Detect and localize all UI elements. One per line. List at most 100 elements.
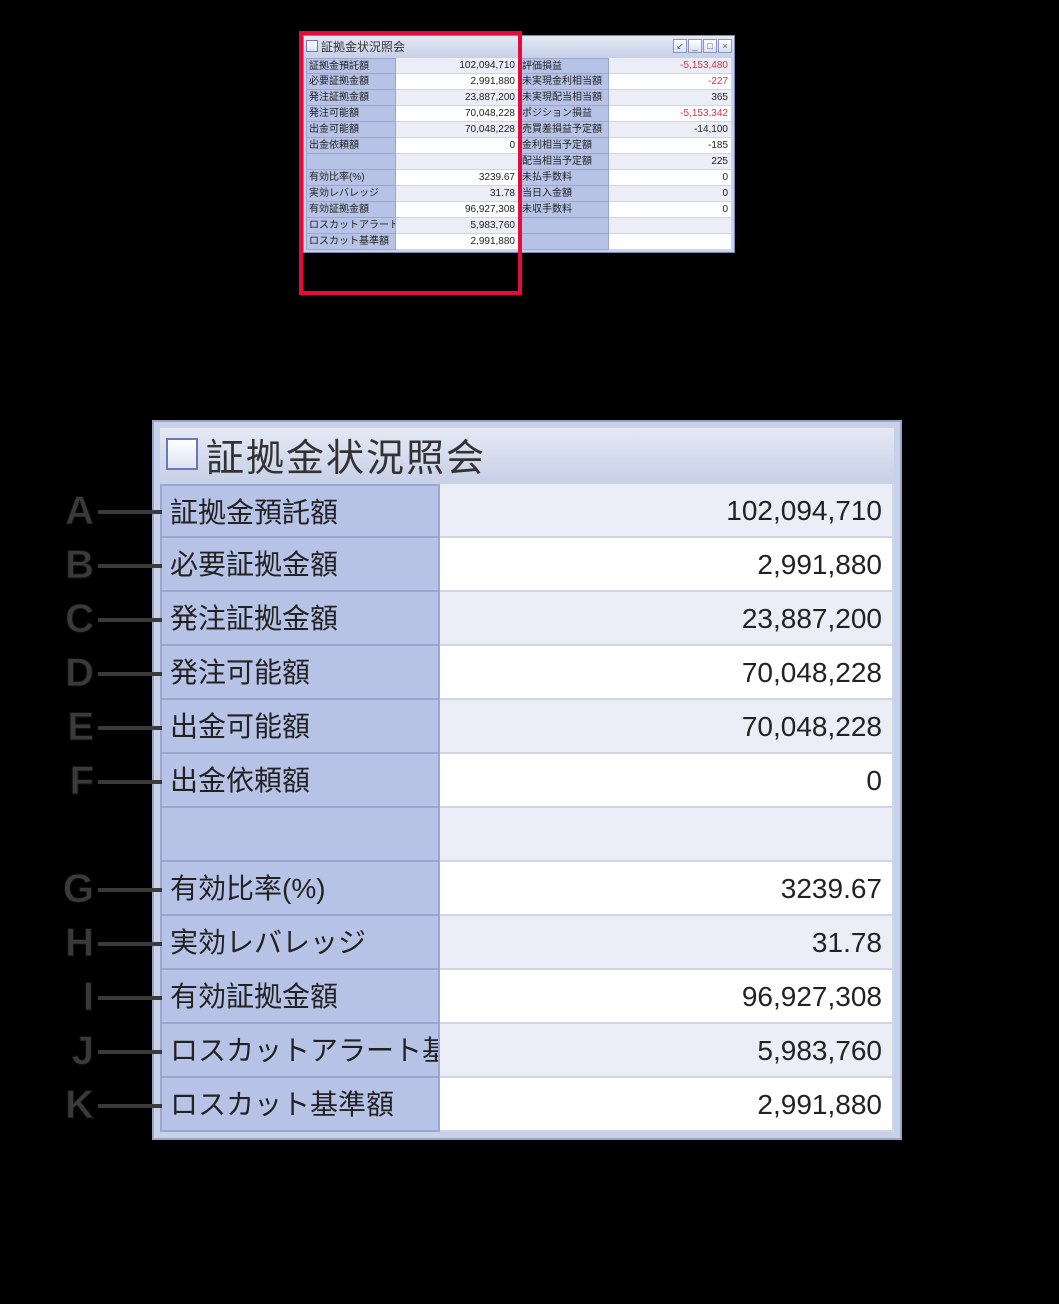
table-row: ロスカット基準額2,991,880	[306, 234, 519, 250]
minimize-button[interactable]: _	[688, 39, 702, 53]
table-row: 有効証拠金額96,927,308	[160, 970, 894, 1024]
table-row: 発注可能額70,048,228	[160, 646, 894, 700]
row-label: 出金依頼額	[160, 754, 440, 808]
table-row: 出金依頼額0	[306, 138, 519, 154]
row-value: 2,991,880	[440, 538, 894, 592]
table-row: 未収手数料0	[519, 202, 732, 218]
row-value: 2,991,880	[440, 1078, 894, 1132]
row-label: ロスカットアラート基準額	[306, 218, 396, 234]
row-value	[609, 234, 732, 250]
row-value: 0	[396, 138, 519, 154]
margin-status-window-large: 証拠金状況照会 証拠金預託額102,094,710必要証拠金額2,991,880…	[152, 420, 902, 1140]
callout-E: E	[60, 705, 162, 750]
callout-K: K	[60, 1083, 162, 1128]
row-value: -5,153,480	[609, 58, 732, 74]
table-row: ロスカットアラート基準額5,983,760	[160, 1024, 894, 1078]
table-row: 有効比率(%)3239.67	[160, 862, 894, 916]
row-value	[440, 808, 894, 862]
left-column: 証拠金預託額102,094,710必要証拠金額2,991,880発注証拠金額23…	[306, 58, 519, 250]
callout-letter: H	[60, 921, 94, 966]
row-value: -227	[609, 74, 732, 90]
table-row: ポジション損益-5,153,342	[519, 106, 732, 122]
maximize-button[interactable]: □	[703, 39, 717, 53]
row-label: ロスカット基準額	[160, 1078, 440, 1132]
callout-letter: K	[60, 1083, 94, 1128]
table-row: 出金可能額70,048,228	[160, 700, 894, 754]
row-value	[396, 154, 519, 170]
table-row: 評価損益-5,153,480	[519, 58, 732, 74]
callout-letter: A	[60, 489, 94, 534]
window-controls: ↙ _ □ ×	[673, 39, 732, 53]
callout-B: B	[60, 543, 162, 588]
row-label	[306, 154, 396, 170]
table-row	[519, 234, 732, 250]
row-label: 発注可能額	[160, 646, 440, 700]
callout-letter: F	[60, 759, 94, 804]
row-value: 23,887,200	[396, 90, 519, 106]
row-value: 3239.67	[440, 862, 894, 916]
table-row: 発注可能額70,048,228	[306, 106, 519, 122]
row-value: -5,153,342	[609, 106, 732, 122]
table-row: 発注証拠金額23,887,200	[160, 592, 894, 646]
titlebar: 証拠金状況照会 ↙ _ □ ×	[304, 36, 734, 56]
callout-G: G	[60, 867, 162, 912]
row-value: -14,100	[609, 122, 732, 138]
table-row: ロスカットアラート基準額5,983,760	[306, 218, 519, 234]
table-row: 有効証拠金額96,927,308	[306, 202, 519, 218]
table-row: 未実現配当相当額365	[519, 90, 732, 106]
table-row: 実効レバレッジ31.78	[160, 916, 894, 970]
row-label: 有効証拠金額	[306, 202, 396, 218]
table-row: 証拠金預託額102,094,710	[160, 484, 894, 538]
row-value: 5,983,760	[396, 218, 519, 234]
table-row: 出金依頼額0	[160, 754, 894, 808]
row-label: 未実現金利相当額	[519, 74, 609, 90]
row-value: 225	[609, 154, 732, 170]
close-button[interactable]: ×	[718, 39, 732, 53]
row-value: 102,094,710	[396, 58, 519, 74]
row-label: 未実現配当相当額	[519, 90, 609, 106]
row-value: 5,983,760	[440, 1024, 894, 1078]
table-row: 未実現金利相当額-227	[519, 74, 732, 90]
row-value: 2,991,880	[396, 234, 519, 250]
row-value: 0	[609, 186, 732, 202]
row-label: 証拠金預託額	[306, 58, 396, 74]
row-value: 96,927,308	[440, 970, 894, 1024]
table-row: 当日入金額0	[519, 186, 732, 202]
table-row: 証拠金預託額102,094,710	[306, 58, 519, 74]
row-value: 0	[609, 170, 732, 186]
table-row: 必要証拠金額2,991,880	[160, 538, 894, 592]
table-row: 有効比率(%)3239.67	[306, 170, 519, 186]
row-value: 31.78	[396, 186, 519, 202]
row-label: 発注証拠金額	[306, 90, 396, 106]
row-label: 実効レバレッジ	[306, 186, 396, 202]
row-value: 70,048,228	[440, 646, 894, 700]
row-value: 3239.67	[396, 170, 519, 186]
callout-F: F	[60, 759, 162, 804]
row-value: 23,887,200	[440, 592, 894, 646]
table-row: 金利相当予定額-185	[519, 138, 732, 154]
row-value: 31.78	[440, 916, 894, 970]
row-value: 102,094,710	[440, 484, 894, 538]
row-value: 96,927,308	[396, 202, 519, 218]
row-label: 必要証拠金額	[160, 538, 440, 592]
row-value: 2,991,880	[396, 74, 519, 90]
row-label: 未払手数料	[519, 170, 609, 186]
row-label: 発注可能額	[306, 106, 396, 122]
row-label: 有効比率(%)	[160, 862, 440, 916]
row-value: -185	[609, 138, 732, 154]
window-title: 証拠金状況照会	[206, 427, 486, 482]
table-row: 未払手数料0	[519, 170, 732, 186]
callout-letter: B	[60, 543, 94, 588]
row-label: 有効証拠金額	[160, 970, 440, 1024]
restore-button[interactable]: ↙	[673, 39, 687, 53]
row-label: 金利相当予定額	[519, 138, 609, 154]
table-row: 配当相当予定額225	[519, 154, 732, 170]
table-row: 発注証拠金額23,887,200	[306, 90, 519, 106]
table-row: 出金可能額70,048,228	[306, 122, 519, 138]
row-label: 実効レバレッジ	[160, 916, 440, 970]
callout-letter: C	[60, 597, 94, 642]
titlebar: 証拠金状況照会	[160, 428, 894, 480]
callout-letter: G	[60, 867, 94, 912]
row-label: 出金可能額	[306, 122, 396, 138]
callout-H: H	[60, 921, 162, 966]
